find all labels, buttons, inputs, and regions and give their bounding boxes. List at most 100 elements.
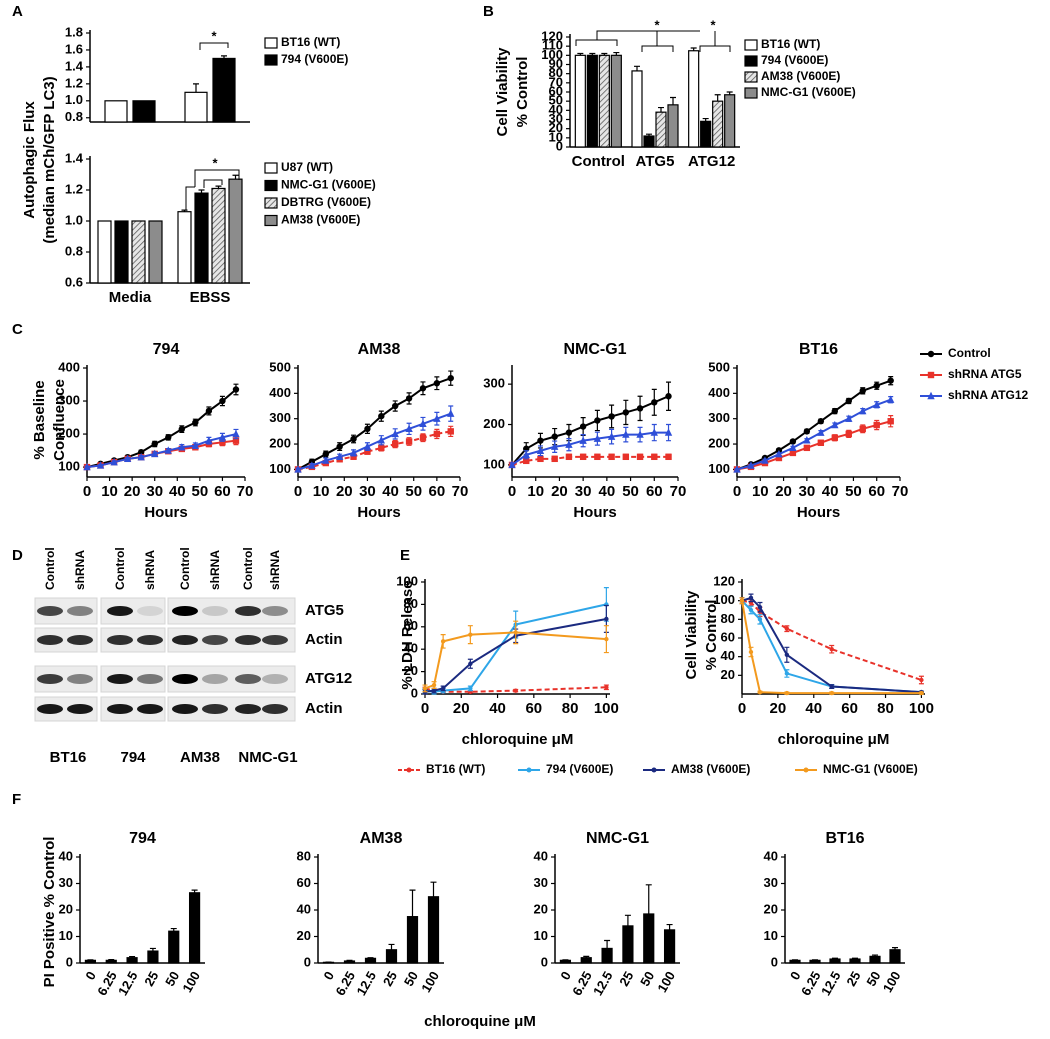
y-tick-label: 1.8 bbox=[65, 24, 83, 39]
blot-band bbox=[137, 674, 163, 684]
x-tick-label: 20 bbox=[551, 483, 568, 500]
y-tick-label: 20 bbox=[404, 663, 418, 678]
marker bbox=[919, 690, 924, 696]
marker bbox=[205, 407, 213, 415]
legend-label: shRNA ATG12 bbox=[948, 388, 1029, 402]
y-tick-label: 60 bbox=[297, 875, 311, 890]
series-line bbox=[741, 599, 922, 681]
legend-swatch bbox=[744, 39, 758, 51]
marker bbox=[636, 405, 644, 412]
bar bbox=[829, 958, 841, 964]
series-line bbox=[511, 395, 669, 466]
marker bbox=[335, 452, 344, 460]
x-tick-label: 50 bbox=[622, 483, 639, 500]
blot-band bbox=[137, 704, 163, 714]
marker bbox=[803, 436, 811, 444]
legend-swatch bbox=[744, 55, 758, 67]
y-axis-label: % Baseline bbox=[31, 380, 48, 459]
marker bbox=[405, 424, 413, 433]
marker bbox=[433, 430, 441, 438]
marker bbox=[775, 454, 783, 462]
legend-label: 794 (V600E) bbox=[281, 52, 348, 66]
x-tick-label: 100 bbox=[418, 969, 442, 995]
y-tick-label: 60 bbox=[721, 629, 735, 644]
protein-label: ATG12 bbox=[305, 670, 352, 687]
blot-band bbox=[67, 674, 93, 684]
error-bar bbox=[149, 947, 156, 952]
x-tick-label: 100 bbox=[880, 969, 904, 995]
marker bbox=[468, 661, 473, 666]
x-tick-label: 50 bbox=[845, 483, 862, 500]
bar bbox=[809, 959, 821, 964]
series-line bbox=[297, 430, 451, 471]
error-bar bbox=[601, 52, 608, 56]
x-tick-label: 0 bbox=[508, 483, 516, 500]
y-axis-label: % Control bbox=[514, 57, 531, 128]
bar bbox=[601, 947, 613, 964]
blot-band bbox=[172, 606, 198, 616]
x-tick-label: 0 bbox=[320, 969, 337, 983]
x-tick-label: Media bbox=[109, 289, 152, 306]
annotation: * bbox=[654, 17, 660, 32]
x-tick-label: 100 bbox=[654, 969, 678, 995]
x-tick-label: 0 bbox=[421, 700, 429, 717]
y-axis-label: % Control bbox=[703, 600, 720, 671]
error-bar bbox=[430, 881, 437, 897]
y-tick-label: 80 bbox=[549, 65, 563, 80]
y-axis-label: PI Positive % Control bbox=[41, 837, 58, 988]
error-bar bbox=[872, 954, 878, 957]
marker bbox=[536, 446, 545, 454]
marker bbox=[137, 449, 145, 456]
marker bbox=[178, 443, 186, 451]
chart-title: NMC-G1 bbox=[563, 341, 626, 358]
y-tick-label: 10 bbox=[764, 928, 778, 943]
y-tick-label: 40 bbox=[297, 901, 311, 916]
marker bbox=[789, 438, 797, 445]
x-tick-label: 12.5 bbox=[590, 969, 616, 998]
bar bbox=[385, 949, 398, 964]
bar bbox=[889, 949, 901, 964]
marker bbox=[433, 380, 441, 387]
marker bbox=[650, 428, 658, 436]
bar bbox=[105, 959, 117, 964]
error-bar bbox=[577, 52, 584, 56]
bar bbox=[559, 959, 572, 964]
y-tick-label: 40 bbox=[59, 848, 73, 863]
marker bbox=[294, 465, 302, 473]
error-bar bbox=[670, 96, 676, 105]
legend-swatch bbox=[264, 214, 278, 227]
series-line bbox=[736, 379, 892, 471]
error-bar bbox=[191, 889, 198, 893]
marker bbox=[607, 432, 616, 440]
marker bbox=[803, 444, 811, 452]
marker bbox=[622, 409, 630, 416]
marker bbox=[192, 419, 199, 426]
x-tick-label: 12.5 bbox=[115, 969, 141, 998]
marker bbox=[550, 442, 559, 450]
x-tick-label: 70 bbox=[237, 483, 254, 500]
marker bbox=[364, 448, 371, 455]
marker bbox=[405, 438, 413, 445]
y-tick-label: 400 bbox=[269, 385, 291, 400]
x-tick-label: 70 bbox=[452, 483, 469, 500]
x-tick-label: 6.25 bbox=[332, 969, 358, 998]
bar bbox=[712, 100, 724, 148]
marker bbox=[784, 626, 790, 631]
lane-label: shRNA bbox=[73, 550, 87, 590]
y-tick-label: 1.2 bbox=[65, 75, 83, 90]
blot-band bbox=[37, 635, 63, 645]
x-tick-label: 50 bbox=[401, 969, 421, 989]
x-tick-label: 60 bbox=[525, 700, 542, 717]
blot-band bbox=[172, 674, 198, 684]
marker bbox=[622, 430, 630, 438]
blot-band bbox=[37, 704, 63, 714]
marker bbox=[447, 374, 454, 382]
y-tick-label: 1.0 bbox=[65, 212, 83, 227]
bar bbox=[869, 955, 881, 964]
legend-swatch bbox=[264, 179, 278, 192]
error-bar bbox=[658, 106, 664, 113]
error-bar bbox=[702, 117, 709, 122]
y-tick-label: 20 bbox=[549, 120, 563, 135]
bar bbox=[406, 916, 419, 964]
x-tick-label: 30 bbox=[799, 483, 816, 500]
